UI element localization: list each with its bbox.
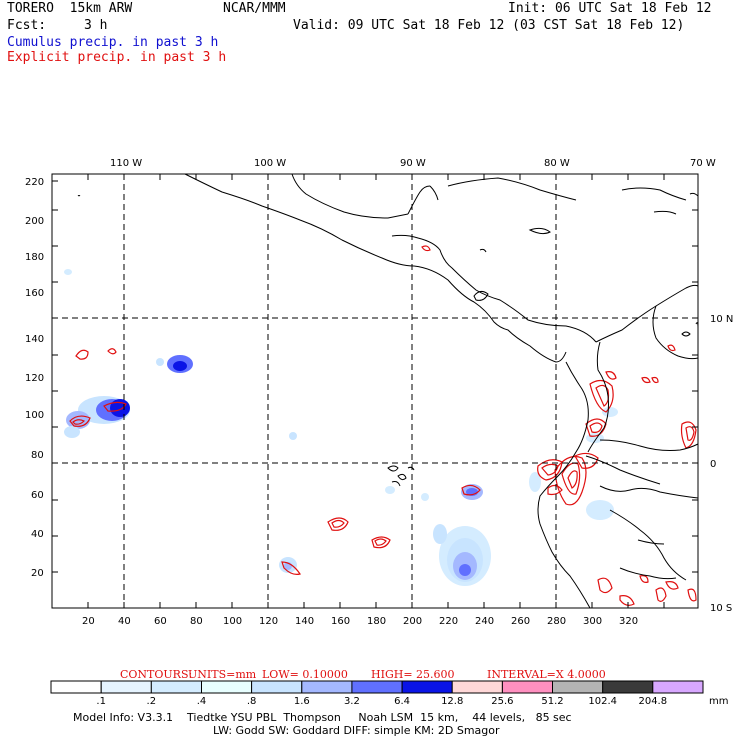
x-tick-label: 100 [223, 616, 242, 627]
colorbar-label: 51.2 [541, 696, 563, 707]
lon-label-110w: 110 W [110, 158, 142, 169]
colorbar-label: .4 [197, 696, 207, 707]
x-tick-label: 20 [82, 616, 95, 627]
x-tick-label: 280 [547, 616, 566, 627]
colorbar-label: .1 [96, 696, 106, 707]
lat-label-0: 0 [710, 459, 716, 470]
x-tick-label: 140 [295, 616, 314, 627]
x-tick-label: 240 [475, 616, 494, 627]
colorbar-swatch [150, 680, 203, 694]
colorbar-label: .8 [247, 696, 257, 707]
lat-label-10n: 10 N [710, 314, 733, 325]
center-label: NCAR/MMM [223, 1, 286, 16]
x-tick-label: 200 [403, 616, 422, 627]
colorbar-swatch [401, 680, 453, 694]
x-tick-label: 160 [331, 616, 350, 627]
contours-high: HIGH= 25.600 [371, 668, 455, 681]
lat-label-10s: 10 S [710, 603, 732, 614]
colorbar-label: 3.2 [344, 696, 360, 707]
colorbar-label: .2 [147, 696, 157, 707]
colorbar-swatch [50, 680, 102, 694]
colorbar-label: 204.8 [638, 696, 667, 707]
lon-label-80w: 80 W [544, 158, 570, 169]
colorbar-label: 102.4 [588, 696, 617, 707]
contours-title: CONTOURS: [120, 668, 192, 681]
y-tick-label: 20 [31, 568, 44, 579]
colorbar-swatch [451, 680, 503, 694]
forecast-label: Fcst: [7, 18, 47, 33]
y-tick-label: 220 [25, 177, 44, 188]
colorbar-swatch [602, 680, 654, 694]
y-tick-label: 200 [25, 216, 44, 227]
colorbar-label: 12.8 [441, 696, 463, 707]
x-tick-label: 180 [367, 616, 386, 627]
y-tick-label: 80 [31, 450, 44, 461]
x-tick-label: 260 [511, 616, 530, 627]
x-tick-label: 300 [583, 616, 602, 627]
contours-interval: INTERVAL=X 4.0000 [487, 668, 606, 681]
map-frame [51, 173, 699, 609]
coastlines [77, 173, 699, 609]
contours-low: LOW= 0.10000 [262, 668, 348, 681]
colorbar-unit: mm [709, 696, 728, 707]
x-tick-label: 320 [619, 616, 638, 627]
forecast-value: 3 h [84, 18, 108, 33]
x-tick-labels: 20 40 60 80 100 120 140 160 180 200 220 … [82, 616, 638, 627]
model-title: TORERO 15km ARW [7, 1, 133, 16]
axis-ticks [52, 174, 698, 608]
x-tick-label: 40 [118, 616, 131, 627]
valid-time: Valid: 09 UTC Sat 18 Feb 12 (03 CST Sat … [293, 18, 685, 33]
x-tick-label: 60 [154, 616, 167, 627]
colorbar-label: 6.4 [394, 696, 410, 707]
init-time: Init: 06 UTC Sat 18 Feb 12 [508, 1, 712, 16]
colorbar-swatch [100, 680, 152, 694]
precip-colorbar: .1 .2 .4 .8 1.6 3.2 6.4 12.8 25.6 51.2 102.4 204.8 m… [50, 680, 728, 707]
colorbar-swatch [652, 680, 704, 694]
explicit-precip-contours [69, 245, 697, 606]
x-tick-label: 220 [439, 616, 458, 627]
colorbar-swatch [251, 680, 303, 694]
y-tick-label: 160 [25, 288, 44, 299]
model-physics-line: LW: Godd SW: Goddard DIFF: simple KM: 2D… [213, 724, 500, 737]
model-info-line: Model Info: V3.3.1 Tiedtke YSU PBL Thomp… [73, 711, 572, 724]
colorbar-label: 25.6 [491, 696, 513, 707]
y-tick-label: 140 [25, 334, 44, 345]
colorbar-swatch [301, 680, 353, 694]
contours-units: UNITS=mm [188, 668, 257, 681]
y-tick-label: 40 [31, 529, 44, 540]
legend-explicit: Explicit precip. in past 3 h [7, 50, 227, 65]
legend-cumulus: Cumulus precip. in past 3 h [7, 35, 219, 50]
y-tick-label: 180 [25, 252, 44, 263]
latlon-grid [52, 174, 698, 608]
colorbar-swatch [501, 680, 554, 694]
y-tick-label: 120 [25, 373, 44, 384]
x-tick-label: 120 [259, 616, 278, 627]
colorbar-swatch [351, 680, 403, 694]
colorbar-swatch [552, 680, 604, 694]
lon-label-90w: 90 W [400, 158, 426, 169]
lon-label-100w: 100 W [254, 158, 286, 169]
y-tick-labels: 220 200 180 160 140 120 100 80 60 40 20 [25, 177, 44, 579]
lon-label-70w: 70 W [690, 158, 716, 169]
y-tick-label: 100 [25, 410, 44, 421]
y-tick-label: 60 [31, 490, 44, 501]
colorbar-swatch [201, 680, 253, 694]
colorbar-label: 1.6 [294, 696, 310, 707]
x-tick-label: 80 [190, 616, 203, 627]
